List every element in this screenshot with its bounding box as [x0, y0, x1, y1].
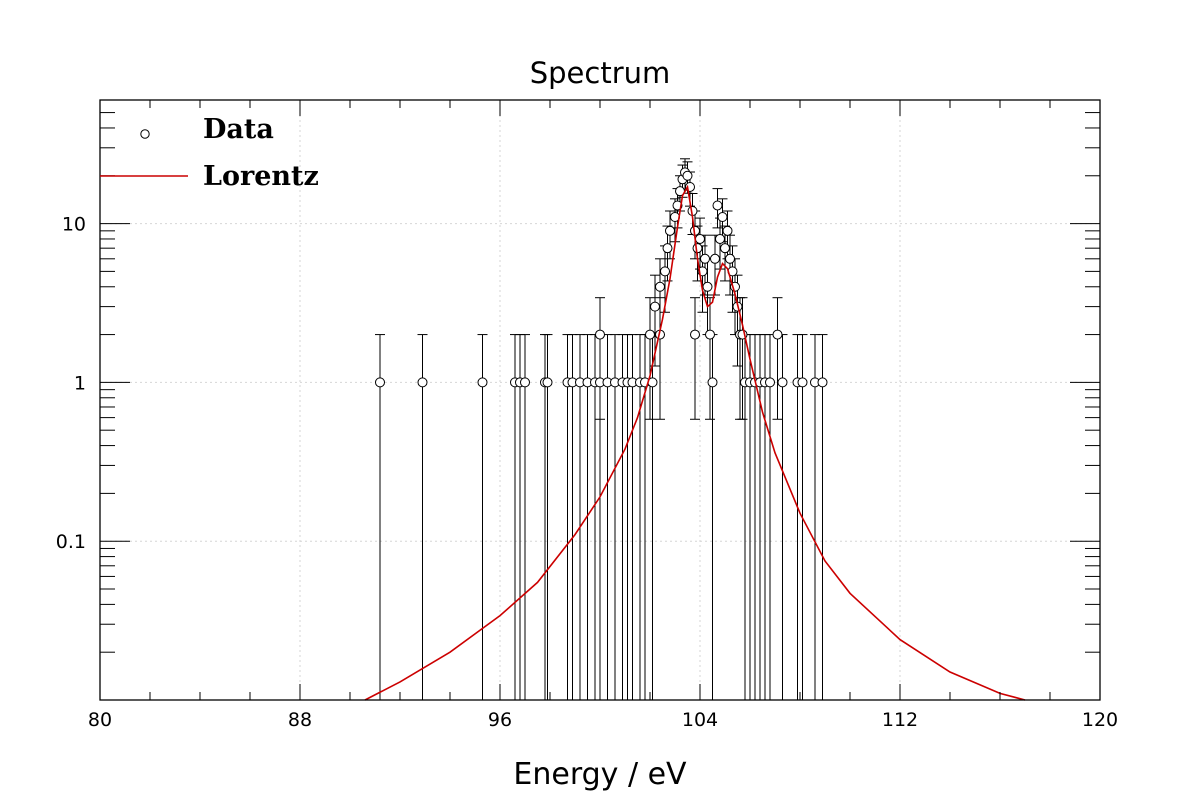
data-point [705, 329, 715, 340]
y-tick-label: 10 [62, 214, 86, 236]
data-point [690, 329, 700, 340]
x-tick-label: 80 [88, 709, 112, 731]
data-point [417, 377, 428, 388]
x-tick-label: 104 [682, 709, 718, 731]
data-point [722, 225, 733, 236]
x-tick-label: 96 [488, 709, 512, 731]
data-point [595, 329, 605, 340]
tick-labels: 80 88 96 104 112 120 0.1 1 10 [56, 214, 1118, 731]
data-point [707, 377, 718, 388]
legend-data-marker [140, 129, 150, 139]
data-point [765, 377, 775, 388]
data-point [717, 212, 728, 223]
data-point [777, 377, 788, 388]
chart-title: Spectrum [530, 56, 671, 90]
data-point [660, 266, 670, 277]
data-point [520, 377, 530, 388]
data-point [710, 253, 720, 264]
data-point [645, 329, 655, 340]
x-tick-label: 112 [882, 709, 918, 731]
x-axis-label: Energy / eV [513, 757, 687, 792]
y-tick-label: 1 [74, 372, 86, 394]
data-point [715, 233, 725, 244]
data-point [695, 233, 705, 244]
data-point [477, 377, 488, 388]
data-point [542, 377, 553, 388]
grid-lines [100, 100, 1100, 700]
x-tick-label: 120 [1082, 709, 1118, 731]
data-point [797, 377, 808, 388]
data-point [375, 377, 385, 388]
lorentz-fit-curve [364, 184, 1026, 701]
legend: Data Lorentz [100, 114, 319, 192]
data-point [702, 281, 713, 292]
data-point [700, 253, 710, 264]
data-point [682, 170, 693, 181]
data-point [712, 200, 723, 211]
data-point [655, 281, 665, 292]
legend-data-label: Data [203, 114, 274, 145]
data-point [725, 253, 735, 264]
data-point [662, 243, 673, 254]
axis-ticks [99, 100, 1101, 700]
data-point [672, 200, 683, 211]
y-tick-label: 0.1 [56, 531, 86, 553]
data-point [720, 243, 730, 254]
data-point [772, 329, 783, 340]
x-tick-label: 88 [288, 709, 312, 731]
legend-lorentz-label: Lorentz [203, 161, 319, 192]
plot-frame [99, 99, 1101, 701]
data-point [665, 225, 675, 236]
data-points [375, 167, 828, 388]
data-point [692, 243, 703, 254]
data-point [650, 301, 660, 312]
data-point [817, 377, 828, 388]
